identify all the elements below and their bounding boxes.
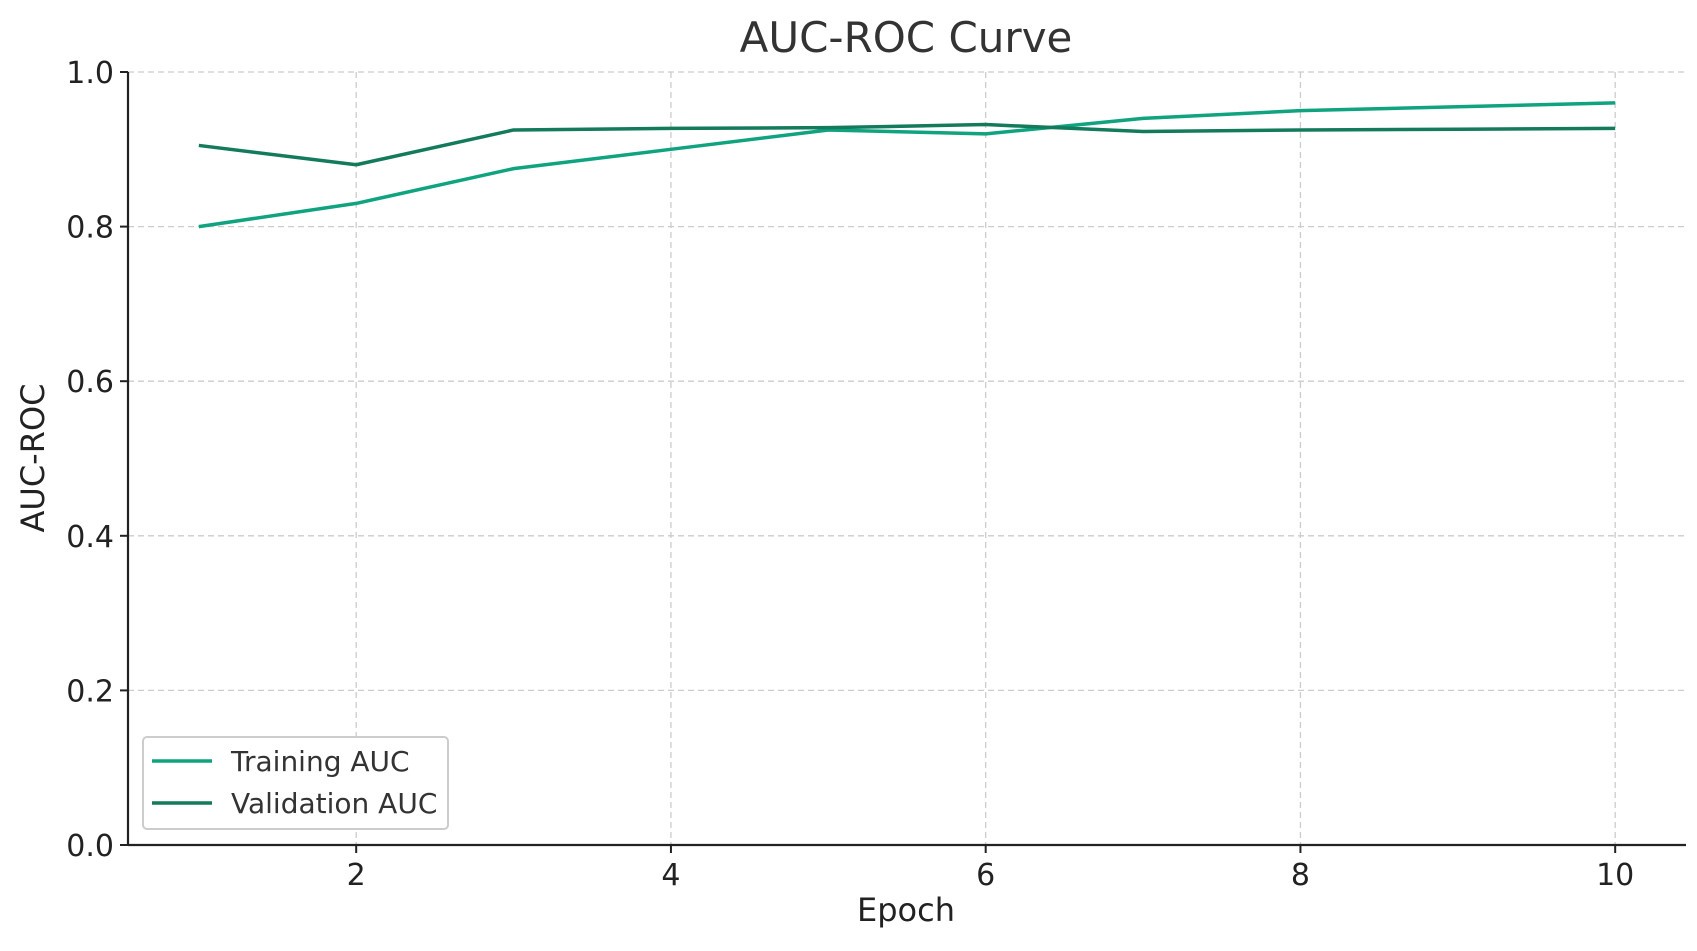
x-tick-label: 4	[661, 858, 680, 893]
y-tick-label: 0.8	[66, 211, 114, 246]
x-tick-label: 10	[1596, 858, 1634, 893]
y-axis-label: AUC-ROC	[14, 384, 52, 533]
legend-label-validation-auc: Validation AUC	[231, 787, 437, 820]
series-line-training-auc	[198, 101, 1616, 229]
y-tick-label: 0.2	[66, 674, 114, 709]
legend: Training AUC Validation AUC	[142, 736, 449, 830]
series-line-validation-auc	[198, 122, 1616, 167]
legend-label-training-auc: Training AUC	[230, 745, 410, 778]
axes-layer	[126, 72, 1686, 847]
y-tick-label: 0.0	[66, 829, 114, 864]
grid-layer	[128, 71, 1686, 845]
x-tick-label: 2	[347, 858, 366, 893]
x-axis-label: Epoch	[857, 891, 955, 929]
y-tick-label: 1.0	[66, 56, 114, 91]
series-layer	[198, 101, 1616, 229]
x-tick-label: 6	[976, 858, 995, 893]
x-tick-label: 8	[1291, 858, 1310, 893]
y-tick-label: 0.6	[66, 365, 114, 400]
legend-frame	[142, 736, 449, 830]
y-tick-label: 0.4	[66, 520, 114, 555]
ticks-layer: 2 4 6 8 10 0.0 0.2 0.4 0.6 0.8 1.0	[66, 56, 1634, 893]
chart-title: AUC-ROC Curve	[740, 13, 1073, 62]
